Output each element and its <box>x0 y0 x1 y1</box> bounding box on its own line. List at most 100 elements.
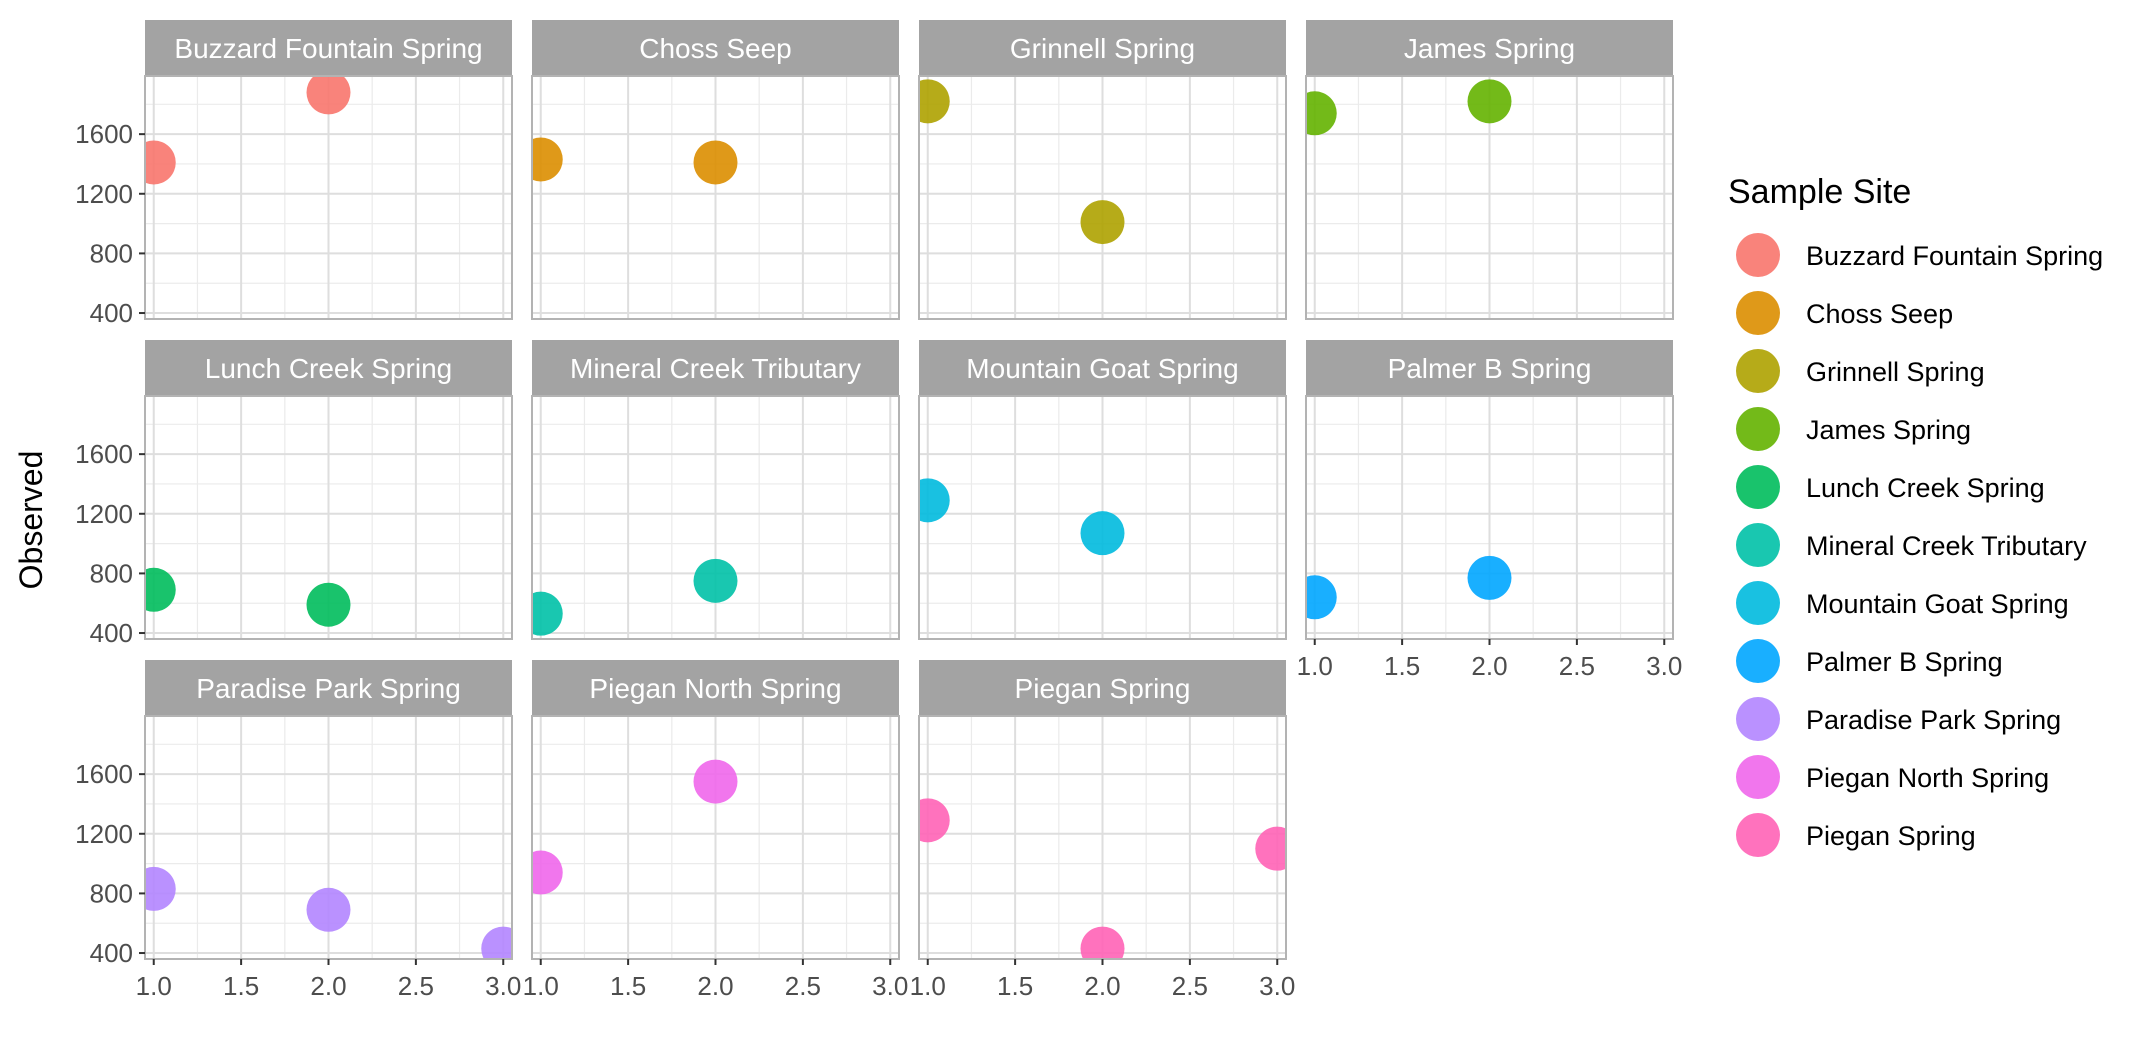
legend-item-lunch-creek-spring: Lunch Creek Spring <box>1736 465 2045 509</box>
facet-strip-label: Piegan North Spring <box>589 673 841 704</box>
x-tick-label: 1.5 <box>223 971 259 1001</box>
legend-label: Piegan North Spring <box>1806 763 2049 793</box>
legend-key <box>1736 291 1780 335</box>
data-point <box>1467 555 1512 600</box>
data-point <box>481 926 512 959</box>
panel-border <box>531 75 900 320</box>
data-point <box>145 567 176 612</box>
points-james-spring <box>1306 79 1512 136</box>
facet-strip-label: Lunch Creek Spring <box>205 353 452 384</box>
x-tick-label: 1.0 <box>1297 651 1333 681</box>
facet-panel-palmer-b-spring: Palmer B Spring 1.0 1.5 2.0 2.5 3.0 <box>1297 340 1682 681</box>
points-piegan-north-spring <box>532 759 738 895</box>
facet-strip-label: Paradise Park Spring <box>196 673 461 704</box>
legend-key <box>1736 233 1780 277</box>
x-tick-label: 3.0 <box>1259 971 1295 1001</box>
points-mineral-creek-tributary <box>532 558 738 636</box>
facet-panel-mineral-creek-tributary: Mineral Creek Tributary <box>531 340 900 640</box>
y-tick-label: 400 <box>90 938 133 968</box>
facet-strip <box>1306 20 1673 76</box>
data-point <box>1080 926 1125 959</box>
data-point <box>532 591 563 636</box>
facet-strip-label: Mountain Goat Spring <box>966 353 1238 384</box>
data-point <box>919 798 950 843</box>
facet-strip-label: Palmer B Spring <box>1388 353 1592 384</box>
facet-strip <box>532 340 899 396</box>
facet-panel-paradise-park-spring: Paradise Park Spring 400 800 1200 1600 1.0 1.5… <box>75 660 521 1001</box>
facet-panel-piegan-spring: Piegan Spring 1.0 1.5 2.0 2.5 3.0 <box>910 660 1295 1001</box>
points-choss-seep <box>532 137 738 185</box>
points-paradise-park-spring <box>145 866 512 959</box>
x-tick-label: 1.0 <box>523 971 559 1001</box>
y-tick-label: 1200 <box>75 179 133 209</box>
data-point <box>532 137 563 182</box>
data-point <box>145 866 176 911</box>
legend-key <box>1736 349 1780 393</box>
facet-strip-label: Buzzard Fountain Spring <box>174 33 482 64</box>
x-tick-label: 1.0 <box>910 971 946 1001</box>
x-tick-label: 2.0 <box>310 971 346 1001</box>
legend-key <box>1736 813 1780 857</box>
data-point <box>693 759 738 804</box>
facet-panel-lunch-creek-spring: Lunch Creek Spring 400 800 1200 1600 <box>75 340 513 648</box>
legend-label: Mountain Goat Spring <box>1806 589 2069 619</box>
facet-panel-grinnell-spring: Grinnell Spring <box>918 20 1287 320</box>
panel-border <box>1305 75 1674 320</box>
y-tick-label: 1600 <box>75 119 133 149</box>
data-point <box>919 478 950 523</box>
data-point <box>1080 200 1125 245</box>
legend-label: Grinnell Spring <box>1806 357 1985 387</box>
x-tick-label: 1.5 <box>610 971 646 1001</box>
facet-panel-james-spring: James Spring <box>1305 20 1674 320</box>
x-tick-label: 2.0 <box>697 971 733 1001</box>
facet-panel-choss-seep: Choss Seep <box>531 20 900 320</box>
facet-strip-label: James Spring <box>1404 33 1575 64</box>
data-point <box>693 558 738 603</box>
legend-title: Sample Site <box>1728 173 1911 211</box>
facet-strip <box>145 20 512 76</box>
y-tick-label: 1200 <box>75 499 133 529</box>
legend-key <box>1736 465 1780 509</box>
legend-key <box>1736 755 1780 799</box>
x-tick-label: 1.5 <box>1384 651 1420 681</box>
x-tick-label: 2.0 <box>1471 651 1507 681</box>
data-point <box>1306 91 1337 136</box>
legend-item-piegan-spring: Piegan Spring <box>1736 813 1976 857</box>
facet-strip-label: Choss Seep <box>639 33 792 64</box>
points-grinnell-spring <box>919 79 1125 245</box>
facet-strip <box>532 660 899 716</box>
y-tick-label: 800 <box>90 558 133 588</box>
y-tick-label: 1600 <box>75 759 133 789</box>
data-point <box>1080 511 1125 556</box>
facet-strip <box>145 340 512 396</box>
points-palmer-b-spring <box>1306 555 1512 620</box>
legend-label: Piegan Spring <box>1806 821 1976 851</box>
data-point <box>693 140 738 185</box>
facet-strip-label: Piegan Spring <box>1015 673 1191 704</box>
data-point <box>532 850 563 895</box>
facet-panel-buzzard-fountain-spring: Buzzard Fountain Spring 400 800 1200 1600 <box>75 20 513 328</box>
x-tick-label: 3.0 <box>1646 651 1682 681</box>
data-point <box>306 76 351 115</box>
y-tick-label: 1600 <box>75 439 133 469</box>
legend: Sample Site Buzzard Fountain Spring Choss… <box>1728 173 2103 857</box>
x-tick-label: 3.0 <box>872 971 908 1001</box>
legend-item-buzzard-fountain-spring: Buzzard Fountain Spring <box>1736 233 2103 277</box>
legend-label: Mineral Creek Tributary <box>1806 531 2087 561</box>
panel-border <box>144 395 513 640</box>
legend-key <box>1736 581 1780 625</box>
legend-label: Lunch Creek Spring <box>1806 473 2045 503</box>
facet-panels: Buzzard Fountain Spring 400 800 1200 1600 Cho… <box>75 20 1682 1001</box>
data-point <box>1306 575 1337 620</box>
legend-item-piegan-north-spring: Piegan North Spring <box>1736 755 2049 799</box>
data-point <box>145 140 176 185</box>
panel-border <box>144 75 513 320</box>
y-tick-label: 800 <box>90 238 133 268</box>
data-point <box>919 79 950 124</box>
y-tick-label: 800 <box>90 878 133 908</box>
x-tick-label: 2.0 <box>1084 971 1120 1001</box>
data-point <box>306 887 351 932</box>
legend-item-palmer-b-spring: Palmer B Spring <box>1736 639 2003 683</box>
legend-item-choss-seep: Choss Seep <box>1736 291 1953 335</box>
